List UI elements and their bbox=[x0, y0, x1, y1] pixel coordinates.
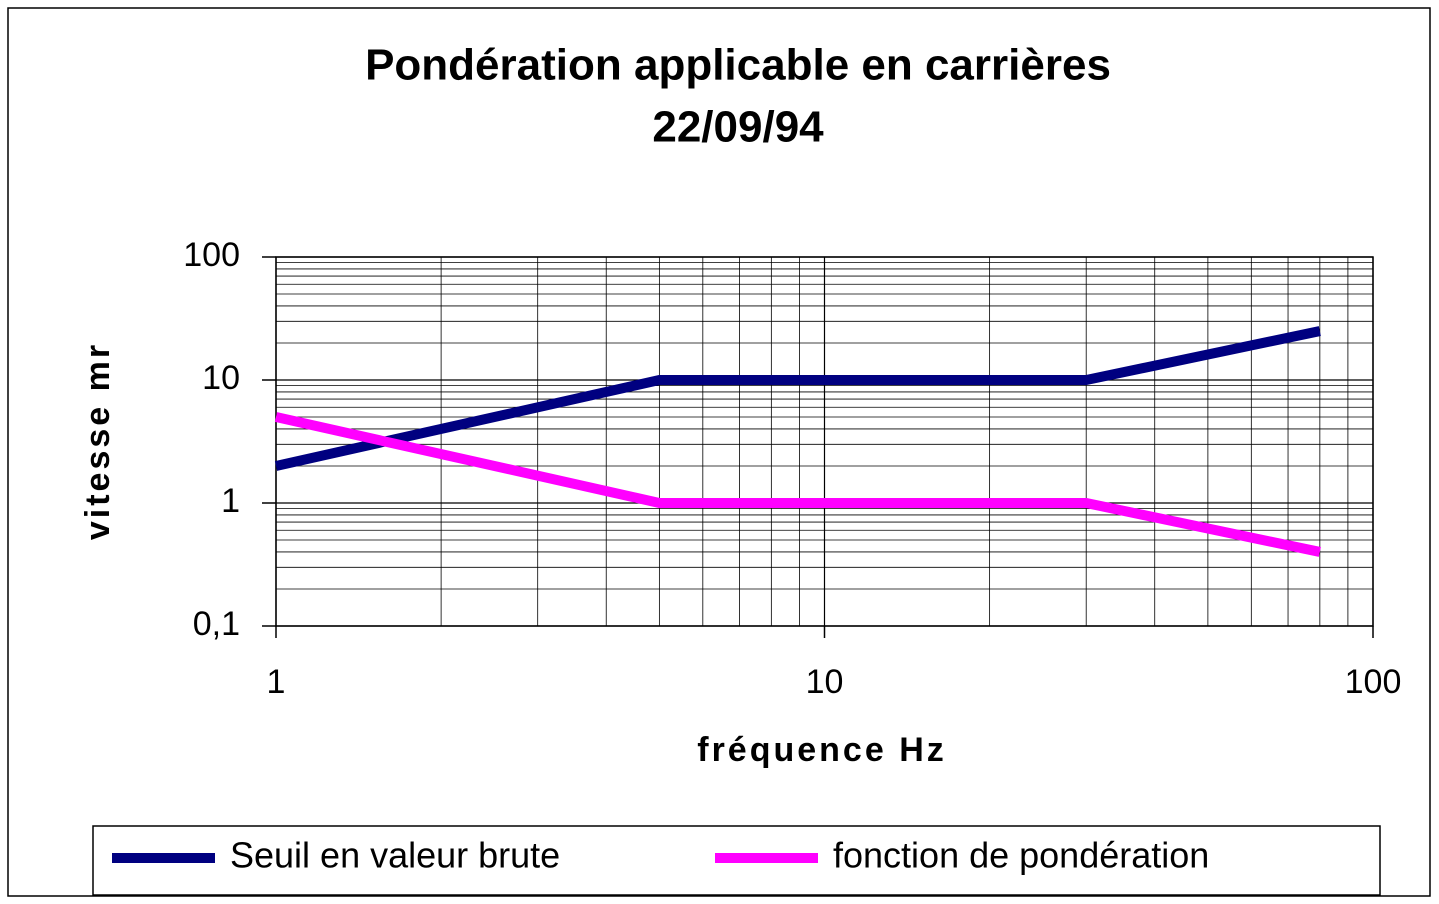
y-tick-label: 10 bbox=[202, 359, 240, 397]
x-tick-label: 10 bbox=[806, 663, 844, 701]
series-line bbox=[274, 326, 1321, 471]
y-axis-label: vitesse mr bbox=[79, 342, 117, 540]
x-axis-label: fréquence Hz bbox=[697, 731, 947, 769]
legend-label: Seuil en valeur brute bbox=[230, 835, 560, 876]
y-tick-label: 0,1 bbox=[193, 605, 240, 643]
y-tick-label: 1 bbox=[221, 482, 240, 520]
plot-frame bbox=[275, 256, 1374, 627]
legend-label: fonction de pondération bbox=[833, 835, 1209, 876]
series-line bbox=[274, 412, 1321, 557]
chart-subtitle: 22/09/94 bbox=[652, 103, 824, 152]
x-tick-label: 100 bbox=[1345, 663, 1402, 701]
x-tick-label: 1 bbox=[267, 663, 286, 701]
chart-title: Pondération applicable en carrières bbox=[365, 41, 1111, 90]
y-tick-label: 100 bbox=[183, 236, 240, 274]
